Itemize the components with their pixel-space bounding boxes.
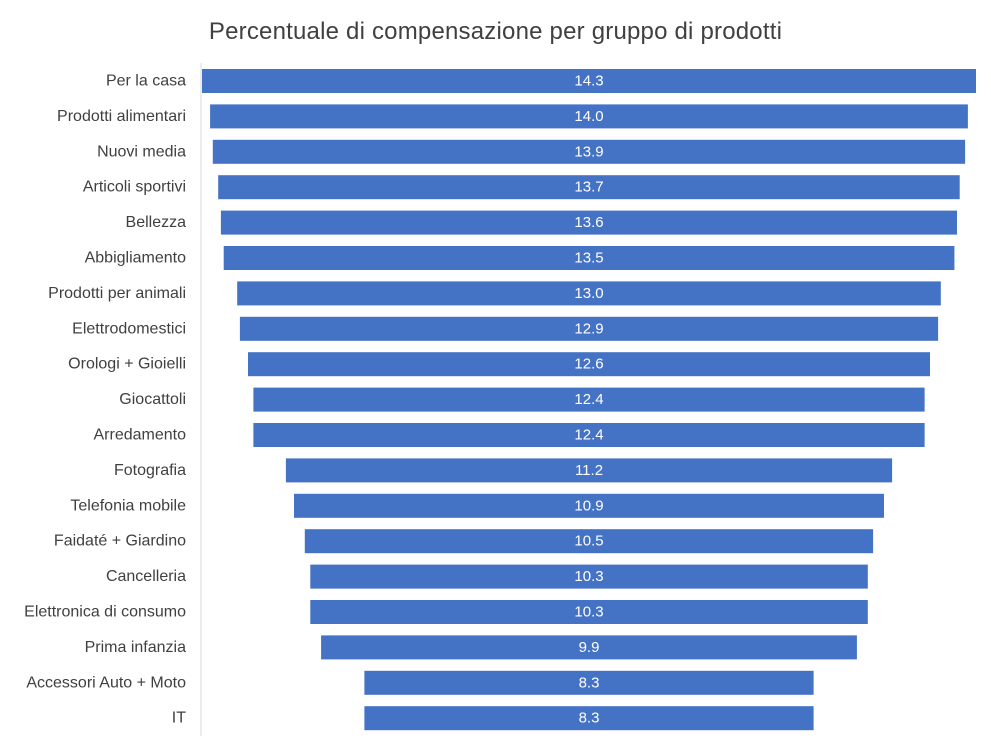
data-label: 10.3	[574, 604, 603, 621]
category-label: Abbigliamento	[85, 250, 187, 267]
data-label: 12.4	[574, 391, 603, 408]
data-label: 11.2	[575, 462, 603, 479]
data-label: 13.6	[574, 214, 603, 231]
bar	[210, 104, 968, 129]
category-label: Giocattoli	[119, 391, 186, 408]
category-label: IT	[172, 710, 186, 727]
category-label: Arredamento	[94, 427, 187, 444]
category-label: Telefonia mobile	[70, 497, 186, 514]
data-label: 10.5	[574, 533, 603, 550]
category-label: Prima infanzia	[85, 639, 186, 656]
data-label: 9.9	[579, 639, 600, 656]
category-label: Fotografia	[114, 462, 186, 479]
bar	[285, 458, 893, 483]
data-label: 10.9	[574, 497, 603, 514]
category-label: Articoli sportivi	[83, 179, 186, 196]
data-label: 14.0	[574, 108, 603, 125]
category-label: Per la casa	[106, 73, 186, 90]
data-label: 13.9	[574, 143, 603, 160]
bar	[310, 600, 868, 624]
data-label: 13.7	[574, 179, 603, 196]
bar	[364, 670, 814, 695]
category-label: Cancelleria	[106, 568, 186, 585]
bar	[321, 635, 857, 660]
data-label: 13.0	[574, 285, 603, 302]
bar	[239, 316, 939, 341]
category-label: Elettronica di consumo	[24, 604, 186, 621]
category-label: Nuovi media	[97, 143, 186, 160]
bar	[220, 210, 957, 235]
chart-title: Percentuale di compensazione per gruppo …	[208, 18, 783, 45]
bar	[253, 387, 925, 412]
data-label: 8.3	[579, 674, 600, 691]
bar	[310, 564, 868, 589]
category-label: Elettrodomestici	[72, 320, 186, 337]
bar	[237, 281, 941, 306]
bar	[253, 423, 925, 447]
data-label: 10.3	[574, 568, 603, 585]
category-label: Bellezza	[126, 214, 187, 231]
bar	[202, 69, 976, 93]
category-label: Prodotti per animali	[48, 285, 186, 302]
data-label: 13.5	[574, 250, 603, 267]
data-label: 12.6	[574, 356, 603, 373]
bar	[248, 352, 930, 377]
category-label: Accessori Auto + Moto	[26, 674, 186, 691]
data-label: 8.3	[579, 710, 600, 727]
category-label: Faidaté + Giardino	[54, 533, 186, 550]
category-label: Orologi + Gioielli	[68, 356, 186, 373]
bar	[212, 139, 966, 164]
bar	[364, 706, 814, 731]
data-label: 14.3	[574, 73, 603, 90]
bar	[304, 529, 874, 554]
data-label: 12.4	[574, 427, 603, 444]
bar	[218, 175, 960, 200]
category-label: Prodotti alimentari	[57, 108, 186, 125]
data-label: 12.9	[574, 320, 603, 337]
bar	[294, 493, 884, 518]
bar	[223, 246, 955, 270]
